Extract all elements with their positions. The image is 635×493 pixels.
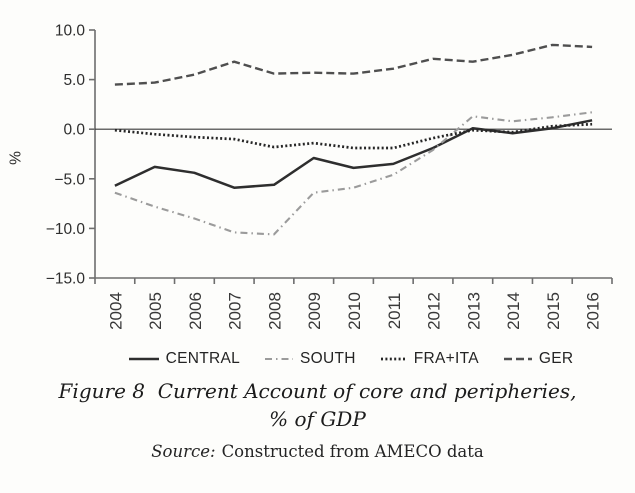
x-axis-tick-label: 2004 bbox=[106, 292, 125, 330]
y-axis-title: % bbox=[8, 151, 25, 165]
legend-item-fra-ita: FRA+ITA bbox=[380, 350, 479, 368]
y-axis-tick-label: −5.0 bbox=[54, 171, 85, 188]
legend-label-fra-ita: FRA+ITA bbox=[413, 350, 479, 367]
figure-8: 10.0 5.0 0.0 −5.0 −10.0 −15.0 2004 2005 2006 2007… bbox=[0, 23, 635, 461]
x-axis-tick-label: 2014 bbox=[504, 292, 523, 330]
legend-line-sample-fra-ita bbox=[380, 357, 407, 361]
source-prefix-label: Source: bbox=[151, 441, 216, 461]
x-axis-tick-label: 2015 bbox=[544, 292, 563, 330]
y-axis-tick-label: 0.0 bbox=[63, 122, 85, 139]
x-axis-tick-label: 2008 bbox=[265, 292, 284, 330]
legend-label-ger: GER bbox=[538, 350, 574, 367]
figure-source: Source: Constructed from AMECO data bbox=[0, 442, 635, 461]
source-text: Constructed from AMECO data bbox=[221, 441, 484, 461]
legend-item-ger: GER bbox=[503, 350, 574, 368]
series-line-ger bbox=[114, 43, 593, 86]
x-axis-tick-label: 2012 bbox=[425, 292, 444, 330]
x-axis-tick-label: 2007 bbox=[226, 292, 245, 330]
current-account-chart: 10.0 5.0 0.0 −5.0 −10.0 −15.0 2004 2005 2006 2007… bbox=[8, 23, 613, 330]
chart-canvas: 10.0 5.0 0.0 −5.0 −10.0 −15.0 2004 2005 2006 2007… bbox=[8, 23, 613, 330]
x-axis-tick-label: 2016 bbox=[584, 292, 603, 330]
x-axis-tick-label: 2006 bbox=[186, 292, 205, 330]
figure-caption-line2: % of GDP bbox=[269, 407, 366, 432]
chart-legend: CENTRAL SOUTH FRA+ITA GER bbox=[0, 350, 635, 368]
x-axis-tick-label: 2011 bbox=[385, 293, 404, 330]
y-axis-tick-label: 10.0 bbox=[55, 23, 86, 40]
legend-label-central: CENTRAL bbox=[165, 350, 241, 367]
x-axis-tick-label: 2009 bbox=[305, 292, 324, 330]
legend-line-sample-central bbox=[128, 357, 159, 361]
legend-line-sample-ger bbox=[503, 357, 532, 361]
x-axis-tick-label: 2005 bbox=[146, 292, 165, 330]
series-line-fra-ita bbox=[114, 122, 593, 150]
y-axis-tick-label: −10.0 bbox=[46, 221, 86, 238]
figure-caption: Figure 8 Current Account of core and per… bbox=[0, 377, 635, 461]
figure-caption-line1: Figure 8 Current Account of core and per… bbox=[58, 379, 577, 403]
y-axis-tick-label: 5.0 bbox=[63, 72, 85, 89]
series-line-south bbox=[114, 111, 593, 236]
legend-line-sample-south bbox=[265, 357, 294, 361]
legend-item-central: CENTRAL bbox=[128, 350, 240, 368]
legend-label-south: SOUTH bbox=[300, 350, 356, 367]
legend-item-south: SOUTH bbox=[264, 350, 356, 368]
x-axis-tick-label: 2013 bbox=[464, 292, 483, 330]
y-axis-tick-label: −15.0 bbox=[46, 271, 86, 288]
x-axis-tick-label: 2010 bbox=[345, 292, 364, 330]
